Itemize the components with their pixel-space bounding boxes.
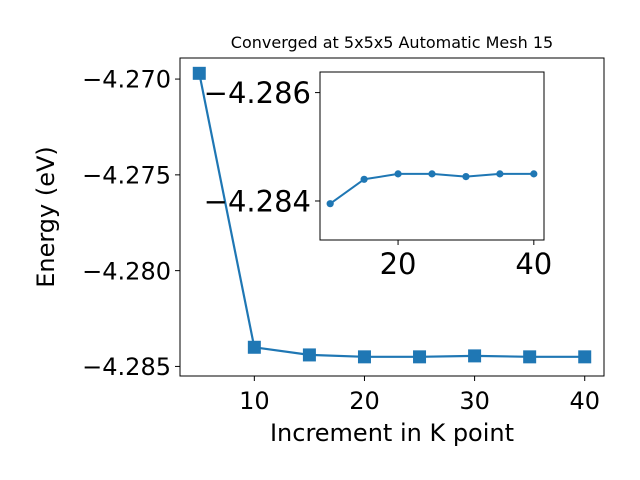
x-tick-label: 20	[380, 247, 417, 281]
main-x-ticks: 10 20 30 40	[239, 376, 600, 415]
data-point	[192, 66, 206, 80]
x-tick-label: 40	[515, 247, 552, 281]
inset-background	[320, 72, 544, 240]
main-series	[192, 66, 592, 364]
main-plot-frame	[179, 57, 605, 377]
y-tick-label: −4.270	[82, 66, 171, 94]
y-tick-label: −4.285	[82, 353, 171, 381]
x-tick-label: 40	[569, 387, 600, 415]
data-point	[394, 170, 402, 178]
data-point	[530, 170, 538, 178]
chart-title: Converged at 5x5x5 Automatic Mesh 15	[231, 33, 553, 52]
data-point	[302, 348, 316, 362]
data-point	[413, 350, 427, 364]
data-point	[360, 175, 368, 183]
data-point	[523, 350, 537, 364]
y-tick-label: −4.275	[82, 161, 171, 189]
inset-frame	[319, 71, 545, 241]
x-tick-label: 30	[459, 387, 490, 415]
data-point	[326, 200, 334, 208]
x-axis-label: Increment in K point	[270, 419, 514, 447]
data-point	[357, 350, 371, 364]
data-point	[496, 170, 504, 178]
y-tick-label: −4.280	[82, 257, 171, 285]
inset-series	[326, 170, 538, 208]
y-tick-label: −4.284	[204, 184, 311, 218]
main-plot: 10 20 30 40 −4.270 −4.275 −4.280 −4.285	[82, 57, 605, 415]
x-tick-label: 20	[349, 387, 380, 415]
data-point	[462, 172, 470, 181]
y-tick-label: −4.286	[204, 76, 311, 110]
y-axis-label: Energy (eV)	[32, 146, 60, 288]
series-line	[198, 73, 585, 358]
data-point	[428, 170, 436, 178]
inset-plot: −4.286−4.284 20 40	[204, 71, 552, 281]
data-point	[468, 349, 482, 363]
main-y-ticks: −4.270 −4.275 −4.280 −4.285	[82, 66, 180, 381]
x-tick-label: 10	[239, 387, 270, 415]
inset-y-ticks: −4.286 −4.284	[204, 76, 320, 218]
inset-x-ticks: 20 40	[380, 240, 552, 281]
data-point	[578, 350, 592, 364]
data-point	[247, 340, 261, 354]
